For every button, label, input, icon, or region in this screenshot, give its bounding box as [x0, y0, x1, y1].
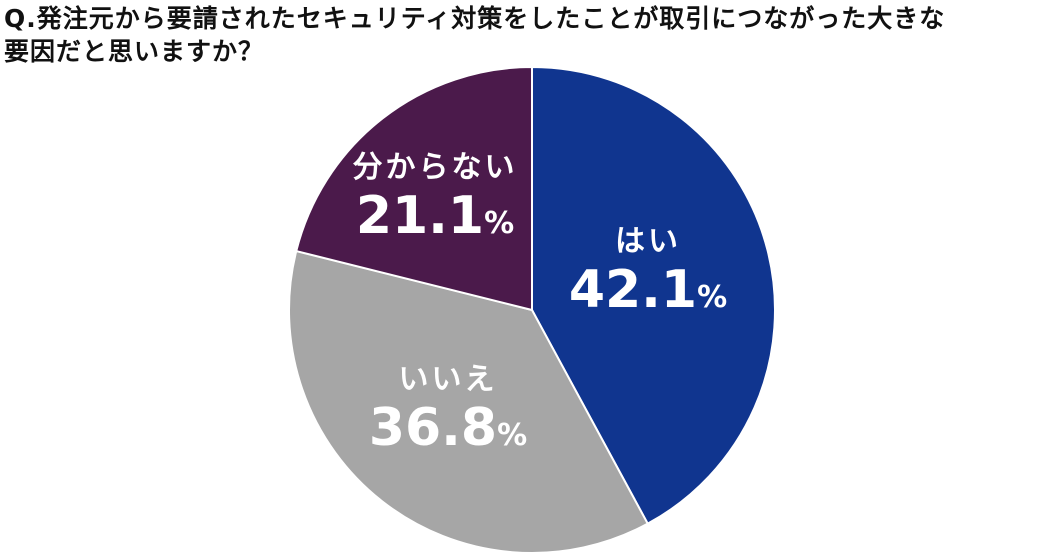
- slice-unknown: [295, 65, 533, 312]
- slice-no: [288, 249, 650, 554]
- slice-label-no: いいえ 36.8%: [358, 362, 538, 466]
- slice-name: いいえ: [398, 362, 498, 397]
- title-line-1: Q.発注元から要請されたセキュリティ対策をしたことが取引につながった大きな: [4, 4, 946, 33]
- chart-title: Q.発注元から要請されたセキュリティ対策をしたことが取引につながった大きな 要因…: [4, 2, 1044, 68]
- slice-yes: [531, 65, 776, 526]
- slice-name: 分からない: [352, 150, 518, 185]
- slice-value: 36.8%: [368, 398, 528, 458]
- slice-label-unknown: 分からない 21.1%: [340, 150, 530, 254]
- slice-name: はい: [615, 224, 681, 259]
- slice-value: 21.1%: [355, 186, 515, 246]
- slice-label-yes: はい 42.1%: [568, 224, 728, 328]
- title-line-2: 要因だと思いますか？: [4, 37, 265, 66]
- slice-value: 42.1%: [568, 260, 728, 320]
